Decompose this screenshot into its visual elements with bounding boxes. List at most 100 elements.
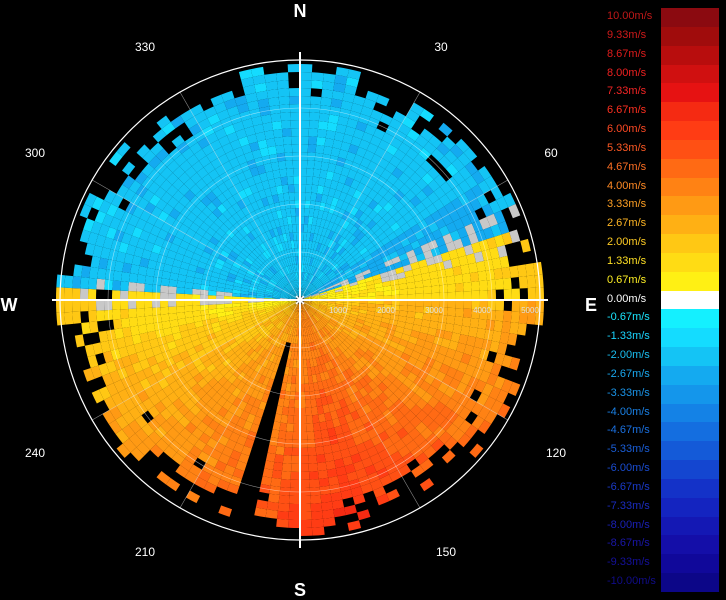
velocity-bin [296,288,300,297]
velocity-bin [468,326,478,338]
velocity-bin [258,311,267,316]
velocity-bin [330,358,338,368]
velocity-bin [277,397,285,407]
velocity-bin [399,294,408,300]
velocity-bin [361,341,371,350]
velocity-bin [402,327,413,336]
velocity-bin [265,308,274,313]
velocity-bin [264,73,278,83]
velocity-bin [353,417,364,428]
velocity-bin [300,423,307,432]
velocity-bin [272,227,279,237]
velocity-bin [340,262,349,270]
velocity-bin [218,153,230,165]
velocity-bin [232,377,242,388]
velocity-bin [223,370,234,381]
velocity-bin [345,203,354,214]
velocity-bin [412,267,422,276]
velocity-bin [391,421,404,433]
velocity-bin [430,210,443,222]
velocity-bin [363,150,375,162]
velocity-bin [293,423,300,432]
velocity-bin [399,184,411,196]
velocity-bin [310,266,315,275]
velocity-bin [496,196,509,211]
velocity-bin [465,175,478,189]
velocity-bin [260,278,269,284]
velocity-bin [229,341,239,350]
velocity-bin [321,227,328,237]
velocity-bin [303,300,312,304]
velocity-bin [369,327,379,335]
velocity-bin [166,249,177,260]
velocity-bin [302,319,305,328]
velocity-bin [393,201,405,212]
velocity-bin [448,210,461,222]
velocity-bin [305,264,310,273]
velocity-bin [267,324,275,332]
velocity-bin [251,149,262,160]
velocity-bin [405,439,419,453]
velocity-bin [261,367,270,377]
velocity-bin [518,311,528,324]
velocity-bin [423,141,437,155]
velocity-bin [295,288,299,297]
velocity-bin [325,170,335,181]
velocity-bin [90,221,103,235]
velocity-bin [327,292,336,296]
velocity-bin [409,393,422,405]
velocity-bin [116,443,131,458]
velocity-bin [288,283,294,291]
velocity-bin [89,266,99,279]
velocity-bin [120,300,129,310]
velocity-bin [349,281,358,287]
velocity-bin [280,296,289,299]
velocity-bin [314,323,320,332]
velocity-bin [276,330,282,339]
velocity-bin [296,327,299,336]
velocity-bin [275,309,283,314]
velocity-bin [238,252,248,261]
velocity-bin [308,136,318,145]
velocity-bin [300,431,308,440]
velocity-bin [294,303,299,311]
legend-row: 2.00m/s [607,234,719,254]
velocity-bin [312,332,318,342]
velocity-bin [355,337,364,345]
velocity-bin [308,208,315,218]
velocity-bin [243,246,252,255]
velocity-bin [490,186,504,201]
velocity-bin [313,160,322,170]
legend-row: -4.00m/s [607,403,719,423]
velocity-bin [431,300,440,308]
velocity-bin [167,427,180,440]
velocity-bin [448,378,461,390]
velocity-bin [377,402,389,414]
velocity-bin [323,280,332,286]
velocity-bin [300,447,309,456]
velocity-bin [360,327,370,335]
velocity-bin [335,305,344,310]
velocity-bin [338,227,346,237]
velocity-bin [188,123,202,136]
velocity-bin [308,308,315,315]
legend-swatch [661,535,719,555]
velocity-bin [405,316,415,325]
velocity-bin [323,246,330,255]
legend-swatch [661,45,719,65]
velocity-bin [235,275,244,282]
velocity-bin [262,241,270,250]
velocity-bin [356,231,366,241]
velocity-bin [427,327,437,337]
velocity-bin [170,265,181,275]
velocity-bin [249,423,260,434]
velocity-bin [206,455,219,468]
velocity-bin [482,226,495,240]
velocity-bin [289,318,294,327]
velocity-bin [423,445,437,459]
velocity-bin [317,309,325,314]
velocity-bin [278,331,284,340]
velocity-bin [375,94,390,107]
velocity-bin [327,402,336,413]
velocity-bin [259,147,270,158]
